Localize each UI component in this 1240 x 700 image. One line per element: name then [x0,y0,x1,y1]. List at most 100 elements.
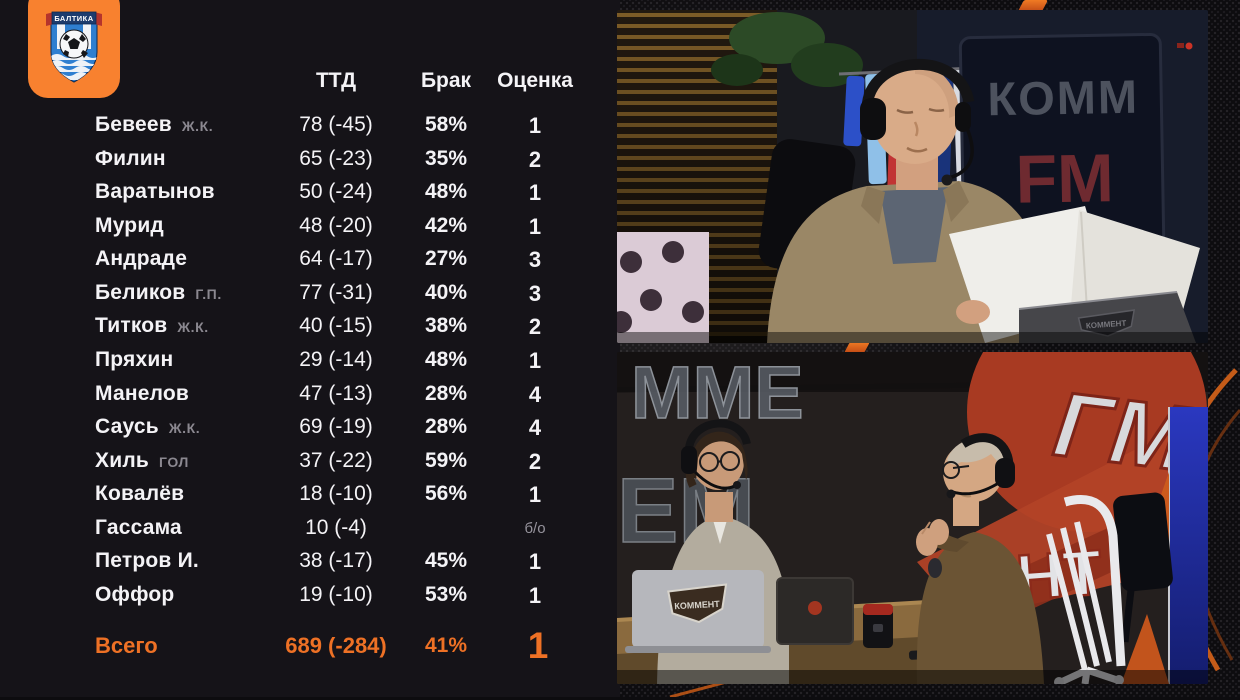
player-score: 1 [528,482,542,508]
player-ttd: 18 (-10) [299,482,373,506]
player-score: 4 [528,381,542,407]
player-name: Варатынов [95,180,215,204]
player-name: Петров И. [95,549,199,573]
player-name: Ковалёв [95,482,185,506]
player-brak: 53% [424,582,468,606]
player-ttd: 65 (-23) [299,146,373,170]
guest-figure-right [916,433,1044,684]
silver-laptop: КОММЕНТ [625,570,771,653]
player-name: Мурид [95,213,164,237]
club-name-label: БАЛТИКА [54,14,93,23]
player-ttd: 77 (-31) [299,280,373,304]
blue-panel [1121,407,1208,684]
table-row: Гассама 10 (-4) б/о [0,516,620,546]
player-score: б/о [524,519,546,537]
table-row: Андраде 64 (-17) 27% 3 [0,247,620,277]
total-score: 1 [527,625,549,666]
player-score: 1 [528,113,542,138]
mic-icon [733,481,741,489]
dark-chair [1113,492,1173,643]
player-score: 4 [528,415,542,441]
player-ttd: 10 (-4) [305,515,367,539]
player-brak: 28% [424,415,468,439]
player-name: Гассама [95,515,182,539]
table-row: Беликов Г.П. 77 (-31) 40% 3 [0,281,620,311]
total-ttd: 689 (-284) [285,633,387,658]
player-score: 2 [528,314,542,340]
player-name: Андраде [95,247,188,271]
player-score: 1 [528,213,542,239]
player-tag: ГОЛ [158,453,189,470]
mic-boom [948,127,974,180]
player-ttd: 50 (-24) [299,180,373,204]
sign-text-top: КОММ [987,70,1139,126]
headphones-icon [685,419,751,449]
player-ttd: 47 (-13) [299,381,373,405]
player-tag: Ж.К. [181,118,214,134]
video-feed-bottom: ММЕ ЕМ ГМ НТ [617,352,1208,684]
stats-panel: БАЛТИКА ТТД Брак Оценка Бевеев Ж.К. 78 (… [0,0,620,697]
table-row: Ковалёв 18 (-10) 56% 1 [0,482,620,512]
dark-laptop [776,577,854,645]
player-brak: 35% [424,146,468,170]
player-ttd: 69 (-19) [299,415,373,439]
player-brak: 56% [424,482,468,506]
player-name: Пряхин [95,347,174,371]
mic-icon [941,174,953,186]
player-ttd: 78 (-45) [299,113,373,136]
column-header-score: Оценка [497,69,573,92]
player-name: Саусь [95,415,159,439]
table-row: Мурид 48 (-20) 42% 1 [0,214,620,244]
laptop-logo-text: КОММЕНТ [674,599,720,611]
table-row: Манелов 47 (-13) 28% 4 [0,382,620,412]
soccer-flag [617,232,709,343]
table-row: Бевеев Ж.К. 78 (-45) 58% 1 [0,113,620,143]
player-name: Филин [95,146,166,170]
player-brak: 48% [424,180,468,204]
player-score: 2 [528,448,542,474]
player-brak: 45% [424,549,468,573]
video-feed-top: КОММ FM [617,10,1208,343]
laptop-top-feed: КОММЕНТ [1018,291,1196,343]
player-name: Титков [95,314,168,338]
player-score: 1 [528,347,542,373]
table-row: Пряхин 29 (-14) 48% 1 [0,348,620,378]
player-name: Манелов [95,381,189,405]
laptop-logo-text: КОММЕНТ [1086,319,1127,331]
player-ttd: 64 (-17) [299,247,373,271]
table-row: Титков Ж.К. 40 (-15) 38% 2 [0,314,620,344]
player-ttd: 38 (-17) [299,549,373,573]
table-row: Саусь Ж.К. 69 (-19) 28% 4 [0,415,620,445]
table-row: Варатынов 50 (-24) 48% 1 [0,180,620,210]
player-brak: 38% [424,314,468,338]
wrist-watch [928,558,942,578]
player-name: Хиль [95,448,149,472]
column-header-ttd: ТТД [315,69,357,92]
player-brak: 42% [424,213,468,237]
column-header-brak: Брак [420,69,472,92]
mic-icon [946,489,956,499]
table-row: Петров И. 38 (-17) 45% 1 [0,549,620,579]
player-tag: Г.П. [195,285,222,302]
total-brak: 41% [424,634,468,657]
player-brak: 40% [424,280,468,304]
player-score: 1 [528,582,542,608]
club-logo: БАЛТИКА [28,0,120,98]
headset-icon [960,433,1014,465]
red-indicator-bar [1177,43,1184,48]
total-row: Всего 689 (-284) 41% 1 [0,625,620,669]
table-row: Филин 65 (-23) 35% 2 [0,147,620,177]
player-score: 3 [528,280,542,306]
player-score: 3 [528,247,542,273]
plant [711,12,863,87]
red-indicator-light [1185,42,1193,50]
player-name: Бевеев [95,113,172,136]
player-score: 1 [528,180,542,206]
player-brak: 28% [424,381,468,405]
player-brak: 48% [424,347,468,371]
sign-text-bottom: FM [1015,140,1114,218]
player-ttd: 48 (-20) [299,213,373,237]
club-crest: БАЛТИКА [46,11,102,83]
mic-boom [693,470,736,490]
player-brak: 27% [424,247,468,271]
